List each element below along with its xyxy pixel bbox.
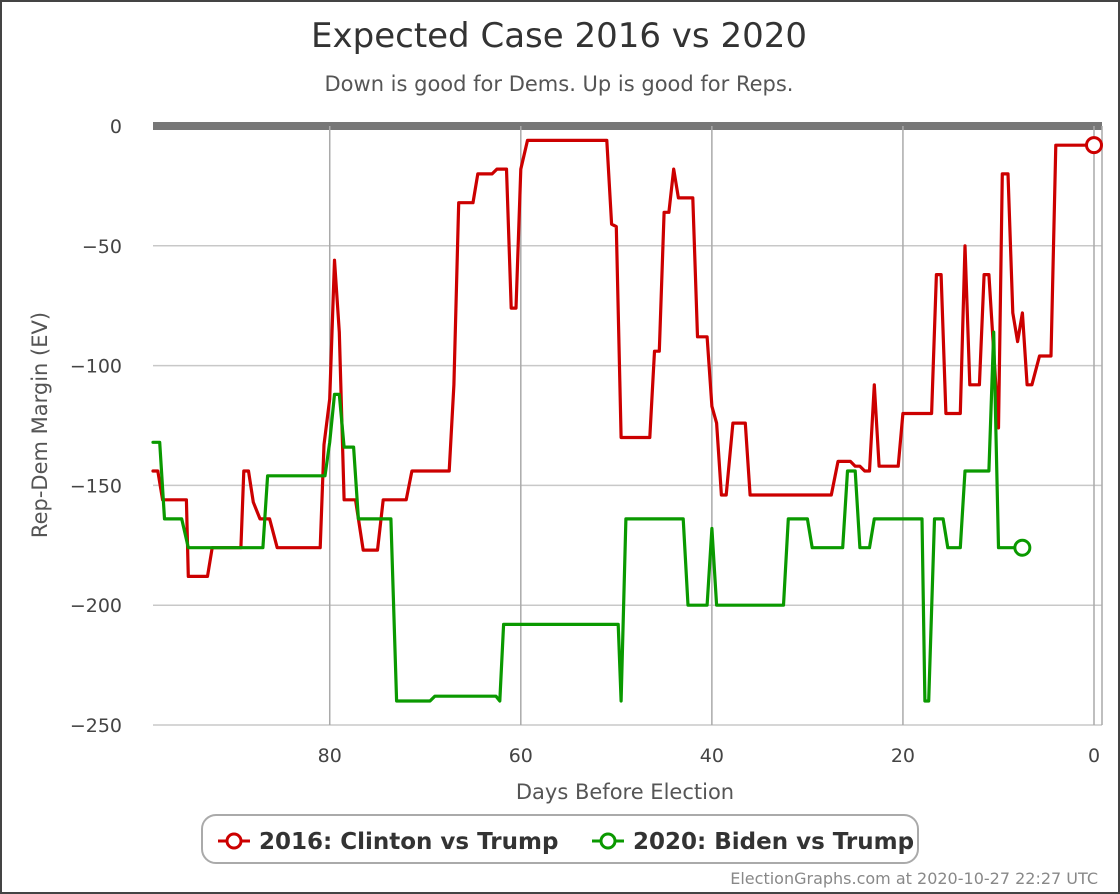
chart-title: Expected Case 2016 vs 2020 — [311, 16, 807, 56]
legend-label-2020: 2020: Biden vs Trump — [633, 829, 914, 855]
legend-marker-2020 — [599, 832, 617, 850]
y-tick-label: −200 — [70, 595, 122, 617]
legend-item-2020[interactable]: 2020: Biden vs Trump — [592, 829, 914, 855]
x-tick-label: 80 — [318, 745, 342, 767]
legend-label-2016: 2016: Clinton vs Trump — [259, 829, 558, 855]
series-end-markers — [1013, 136, 1103, 557]
series-line-2016[interactable] — [151, 138, 1096, 578]
legend: 2016: Clinton vs Trump 2020: Biden vs Tr… — [201, 814, 919, 864]
x-tick-label: 0 — [1088, 745, 1100, 767]
legend-item-2016[interactable]: 2016: Clinton vs Trump — [218, 829, 558, 855]
grid-lines — [153, 122, 1103, 726]
y-axis-ticks: 0 −50 −100 −150 −200 −250 — [70, 116, 122, 737]
series-line-2020[interactable] — [151, 330, 1024, 703]
x-tick-label: 40 — [700, 745, 724, 767]
y-tick-label: −100 — [70, 356, 122, 378]
end-marker-2016[interactable] — [1085, 136, 1103, 155]
y-tick-label: −250 — [70, 715, 122, 737]
y-axis-label: Rep-Dem Margin (EV) — [28, 312, 52, 538]
credit-text[interactable]: ElectionGraphs.com at 2020-10-27 22:27 U… — [730, 869, 1098, 888]
y-tick-label: −150 — [70, 475, 122, 497]
y-tick-label: 0 — [110, 116, 122, 138]
legend-box — [201, 814, 919, 864]
x-axis-ticks: 80 60 40 20 0 — [318, 745, 1100, 767]
chart-subtitle: Down is good for Dems. Up is good for Re… — [325, 72, 794, 96]
series-lines — [151, 138, 1096, 703]
x-tick-label: 60 — [509, 745, 533, 767]
x-axis-label: Days Before Election — [516, 780, 734, 804]
x-tick-label: 20 — [891, 745, 915, 767]
end-marker-2020[interactable] — [1013, 538, 1032, 557]
y-tick-label: −50 — [82, 236, 122, 258]
legend-marker-2016 — [225, 832, 243, 850]
